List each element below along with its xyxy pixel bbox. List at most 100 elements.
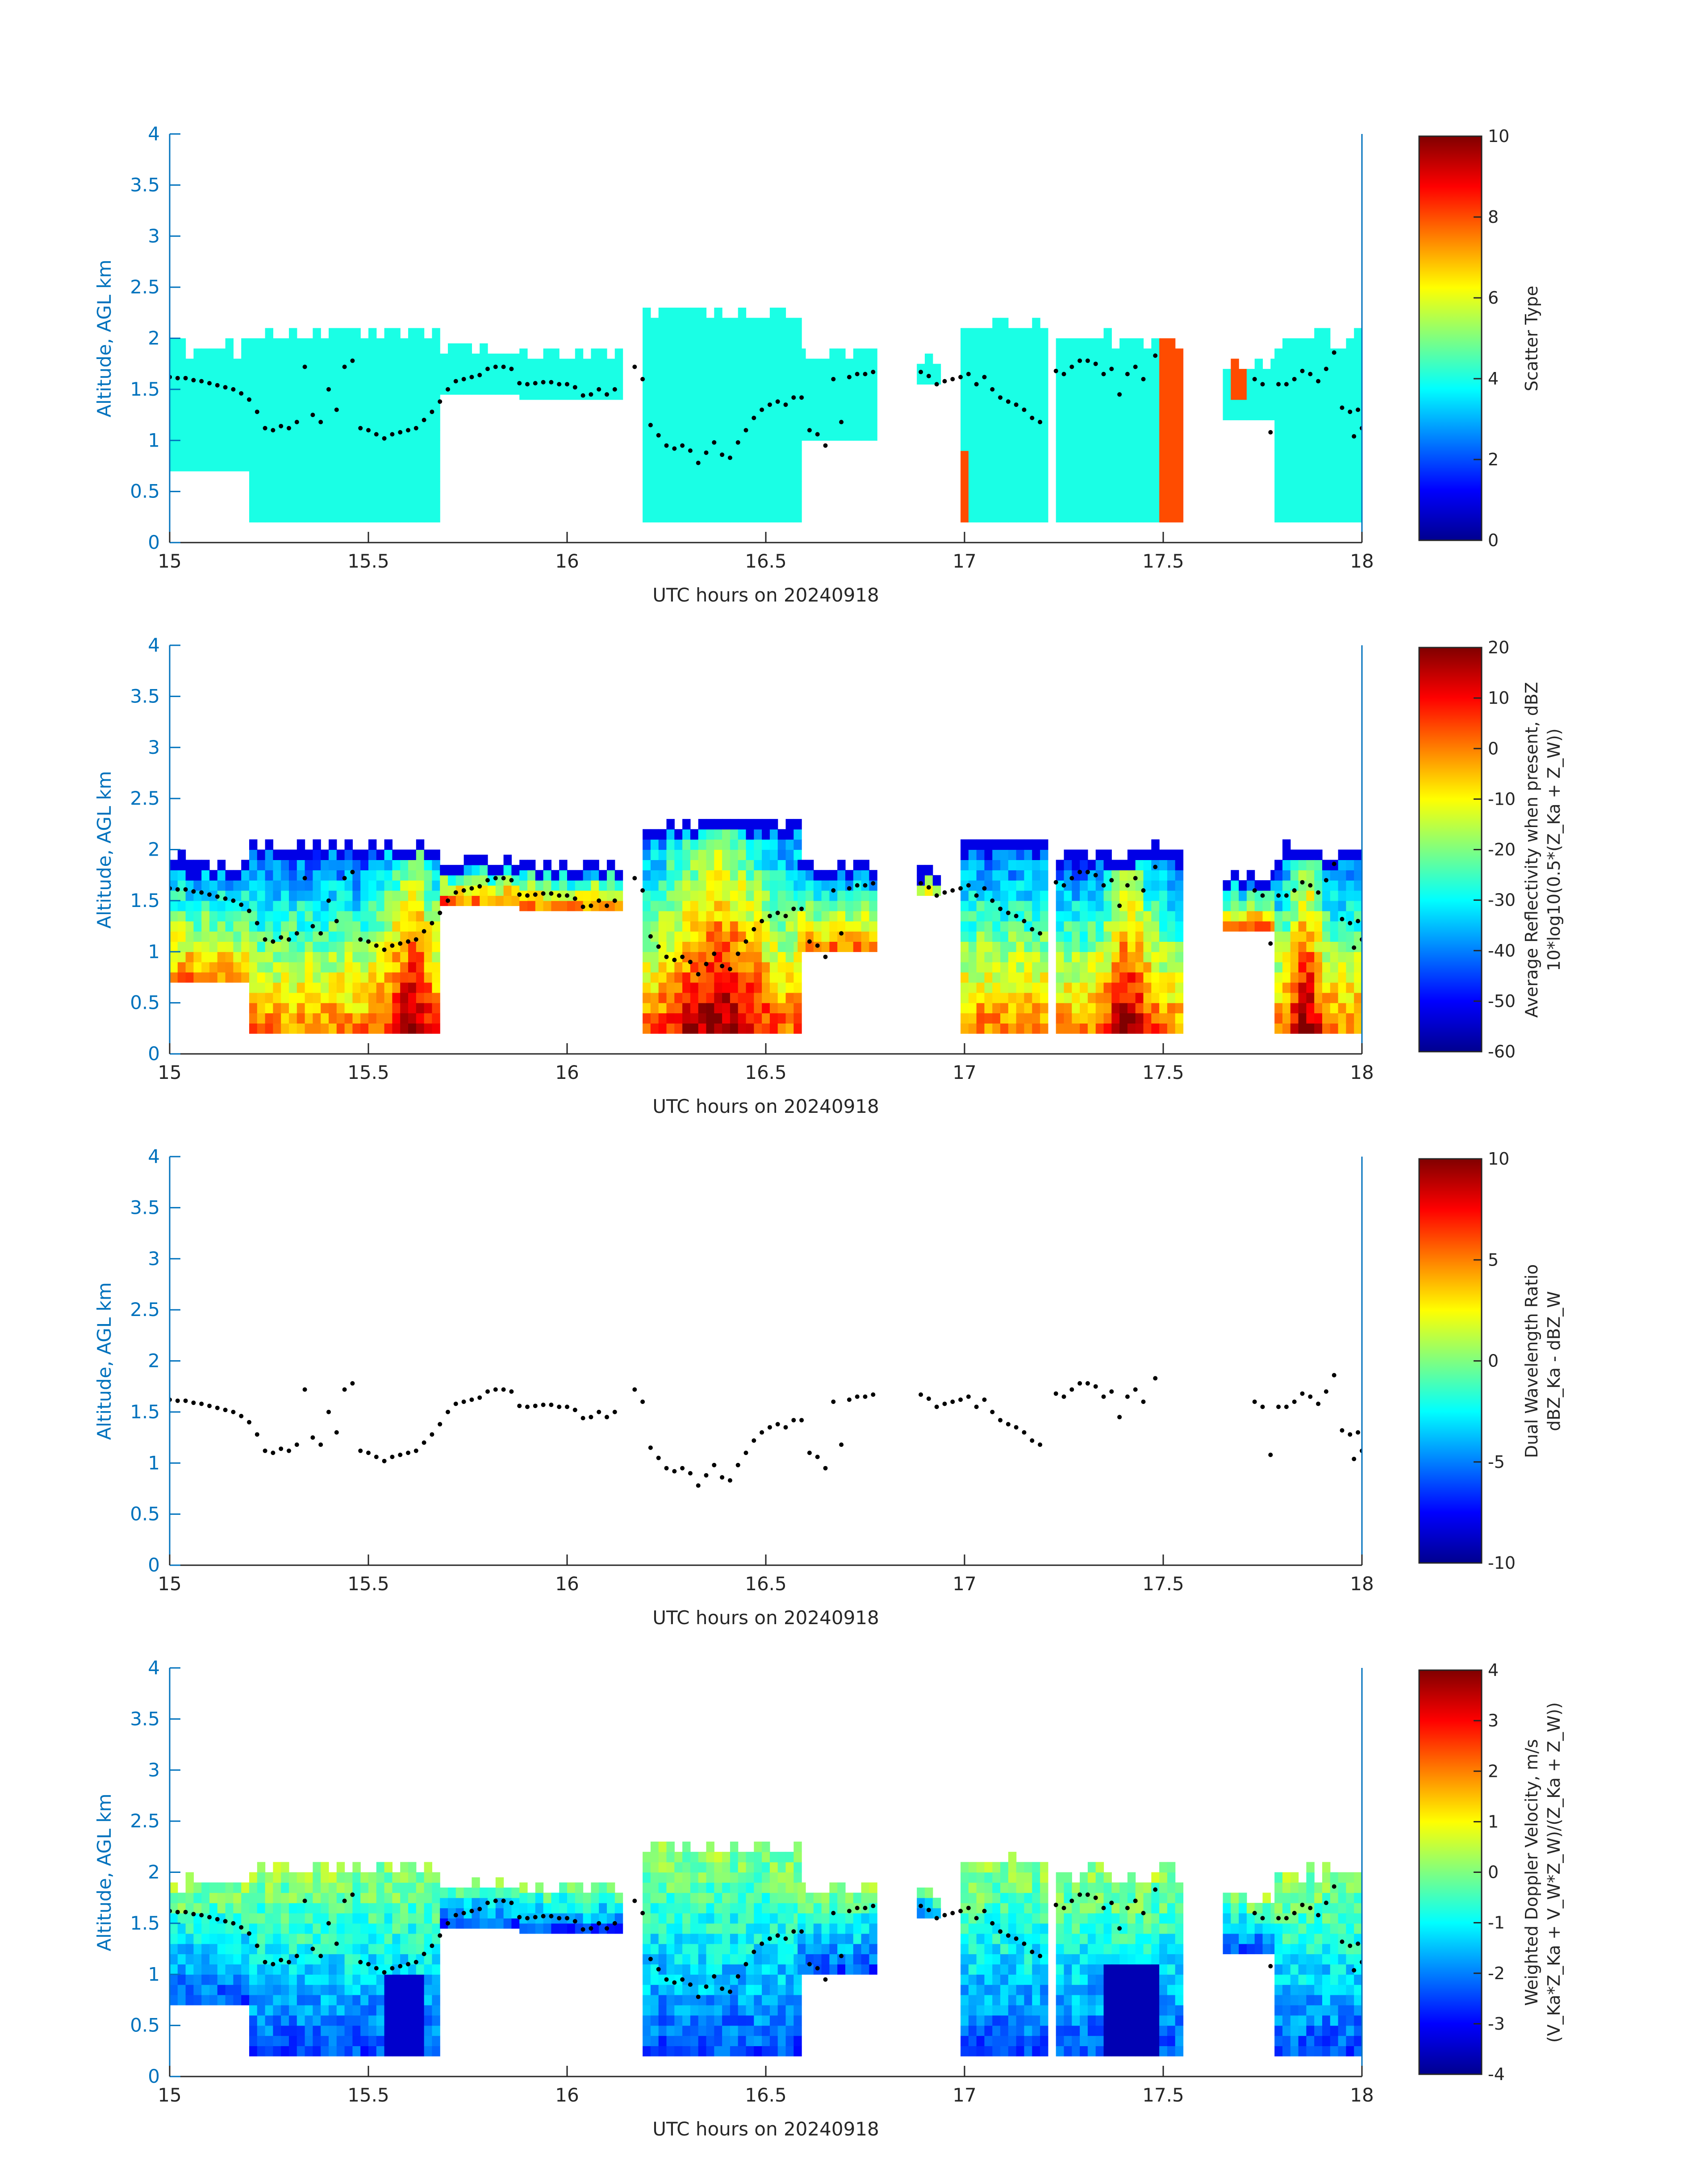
heatmap-cell xyxy=(1095,890,1104,901)
heatmap-cell xyxy=(1346,1003,1354,1014)
heatmap-cell xyxy=(384,972,393,983)
heatmap-cell xyxy=(313,1872,321,1883)
heatmap-cell xyxy=(1143,880,1152,891)
heatmap-cell xyxy=(519,359,528,369)
heatmap-cell xyxy=(170,941,178,952)
heatmap-cell xyxy=(368,481,377,492)
heatmap-cell xyxy=(1274,440,1283,451)
heatmap-cell xyxy=(746,860,754,870)
heatmap-cell xyxy=(1087,921,1096,932)
heatmap-cell xyxy=(658,941,667,952)
heatmap-cell xyxy=(392,890,401,901)
heatmap-cell xyxy=(321,1964,329,1975)
heatmap-cell xyxy=(265,1893,273,1903)
heatmap-cell xyxy=(360,348,369,359)
heatmap-cell xyxy=(1143,399,1152,410)
heatmap-cell xyxy=(984,389,993,400)
heatmap-cell xyxy=(281,982,289,993)
heatmap-cell xyxy=(273,512,281,522)
overlay-dot xyxy=(950,377,955,381)
heatmap-cell xyxy=(682,501,691,512)
heatmap-cell xyxy=(1119,1003,1128,1014)
heatmap-cell xyxy=(1064,1003,1072,1014)
heatmap-cell xyxy=(329,972,337,983)
heatmap-cell xyxy=(249,461,258,472)
heatmap-cell xyxy=(360,512,369,522)
heatmap-cell xyxy=(313,348,321,359)
heatmap-cell xyxy=(408,501,417,512)
heatmap-cell xyxy=(408,900,417,911)
heatmap-cell xyxy=(785,481,794,492)
heatmap-cell xyxy=(416,440,425,451)
heatmap-cell xyxy=(408,481,417,492)
overlay-dot xyxy=(1069,876,1074,881)
heatmap-cell xyxy=(408,1893,417,1903)
heatmap-cell xyxy=(193,1974,202,1985)
heatmap-cell xyxy=(1103,870,1112,881)
heatmap-cell xyxy=(1040,992,1048,1003)
heatmap-cell xyxy=(674,931,683,942)
heatmap-cell xyxy=(1298,420,1307,430)
heatmap-cell xyxy=(313,972,321,983)
overlay-dot xyxy=(485,1389,490,1394)
heatmap-cell xyxy=(209,1995,218,2006)
overlay-dot xyxy=(294,931,299,936)
heatmap-cell xyxy=(690,860,699,870)
heatmap-cell xyxy=(853,399,862,410)
heatmap-cell xyxy=(1354,962,1362,973)
heatmap-cell xyxy=(249,2015,258,2026)
heatmap-cell xyxy=(241,900,250,911)
heatmap-cell xyxy=(321,491,329,502)
heatmap-cell xyxy=(448,1918,456,1929)
heatmap-cell xyxy=(1346,461,1354,472)
heatmap-cell xyxy=(1239,379,1247,390)
heatmap-cell xyxy=(376,880,385,891)
heatmap-cell xyxy=(400,849,409,860)
heatmap-cell xyxy=(233,1893,242,1903)
heatmap-cell xyxy=(1346,379,1354,390)
overlay-dot xyxy=(279,935,284,940)
heatmap-cell xyxy=(599,890,607,901)
heatmap-cell xyxy=(416,328,425,339)
overlay-dot xyxy=(430,1432,434,1437)
heatmap-cell xyxy=(313,1003,321,1014)
heatmap-cell xyxy=(1032,992,1040,1003)
heatmap-cell xyxy=(1159,348,1168,359)
heatmap-cell xyxy=(1290,420,1299,430)
heatmap-cell xyxy=(682,430,691,441)
heatmap-cell xyxy=(706,982,714,993)
heatmap-cell xyxy=(1322,328,1331,339)
heatmap-cell xyxy=(225,1943,234,1955)
heatmap-cell xyxy=(1000,1023,1009,1034)
heatmap-cell xyxy=(352,379,361,390)
heatmap-cell xyxy=(666,471,675,482)
heatmap-cell xyxy=(329,512,337,522)
heatmap-cell xyxy=(1282,359,1291,369)
heatmap-cell xyxy=(777,348,786,359)
heatmap-cell xyxy=(746,318,754,329)
overlay-dot xyxy=(1332,350,1336,355)
heatmap-cell xyxy=(233,1913,242,1924)
heatmap-cell xyxy=(1346,359,1354,369)
heatmap-cell xyxy=(798,921,806,932)
heatmap-cell xyxy=(777,328,786,339)
heatmap-cell xyxy=(185,379,194,390)
heatmap-cell xyxy=(1246,379,1255,390)
heatmap-cell xyxy=(416,1933,425,1944)
heatmap-cell xyxy=(738,1003,747,1014)
overlay-dot xyxy=(580,1416,585,1421)
heatmap-cell xyxy=(722,409,731,421)
heatmap-cell xyxy=(658,451,667,461)
heatmap-cell xyxy=(1008,880,1017,891)
heatmap-cell xyxy=(1354,369,1362,380)
heatmap-cell xyxy=(384,1974,393,1985)
heatmap-cell xyxy=(1246,399,1255,410)
heatmap-cell xyxy=(1151,461,1160,472)
heatmap-cell xyxy=(1080,461,1088,472)
heatmap-cell xyxy=(829,900,838,911)
heatmap-cell xyxy=(1167,461,1176,472)
heatmap-cell xyxy=(976,359,985,369)
heatmap-cell xyxy=(1151,1003,1160,1014)
heatmap-cell xyxy=(643,501,651,512)
